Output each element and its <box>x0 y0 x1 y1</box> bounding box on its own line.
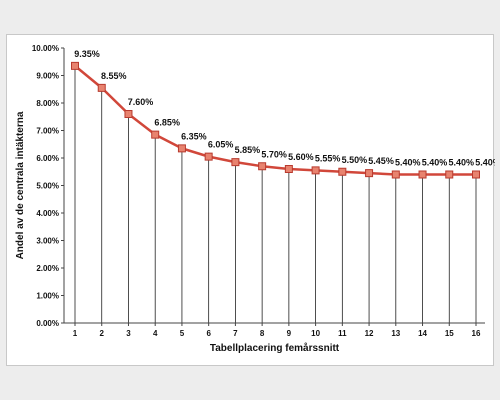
data-label: 8.55% <box>101 71 127 81</box>
data-point-marker <box>71 61 79 70</box>
data-label: 6.85% <box>154 118 180 128</box>
x-tick-label: 7 <box>233 329 238 338</box>
y-tick-label: 5.00% <box>36 182 59 191</box>
x-tick-label: 3 <box>126 329 131 338</box>
data-label: 5.45% <box>368 156 394 166</box>
x-tick-label: 12 <box>365 329 374 338</box>
y-tick-label: 0.00% <box>36 319 59 328</box>
data-label: 5.40% <box>395 158 421 168</box>
data-label: 9.35% <box>74 49 100 59</box>
data-label: 5.85% <box>235 145 261 155</box>
data-label: 5.40% <box>449 158 475 168</box>
x-tick-label: 2 <box>100 329 105 338</box>
series-line <box>74 64 476 176</box>
x-tick-label: 11 <box>338 329 347 338</box>
x-tick-label: 9 <box>287 329 292 338</box>
y-tick-label: 8.00% <box>36 99 59 108</box>
y-tick-label: 6.00% <box>36 154 59 163</box>
x-tick-label: 15 <box>445 329 454 338</box>
data-point-marker <box>97 83 106 92</box>
data-label: 6.05% <box>208 140 234 150</box>
x-tick-label: 8 <box>260 329 265 338</box>
data-point-marker <box>151 130 160 139</box>
data-point-marker <box>204 152 213 161</box>
data-point-marker <box>445 170 454 179</box>
y-tick-label: 9.00% <box>36 72 59 81</box>
data-point-marker <box>231 158 240 167</box>
data-label: 6.35% <box>181 131 207 141</box>
axes <box>63 48 485 324</box>
x-tick-label: 16 <box>472 329 481 338</box>
data-point-marker <box>391 170 400 179</box>
x-tick-label: 1 <box>73 329 78 338</box>
x-tick-label: 4 <box>153 329 158 338</box>
data-label: 5.50% <box>342 155 368 165</box>
y-axis-title: Andel av de centrala intäkterna <box>15 111 26 259</box>
data-point-marker <box>124 110 133 118</box>
chart-card: 0.00% 1.00% 2.00% 3.00% 4.00% 5.00% 6.00% 7.00%… <box>6 34 495 366</box>
y-tick-label: 1.00% <box>36 292 59 301</box>
data-point-marker <box>418 170 427 179</box>
x-tick-label: 13 <box>391 329 400 338</box>
y-tick-label: 4.00% <box>36 209 59 218</box>
x-axis-title: Tabellplacering femårssnitt <box>210 342 340 354</box>
data-label: 5.55% <box>315 153 341 163</box>
x-tick-label: 14 <box>418 329 427 338</box>
data-label: 5.40% <box>475 158 495 168</box>
data-label: 5.60% <box>288 152 314 162</box>
data-label: 5.70% <box>261 149 287 159</box>
x-axis-ticks: 1 2 3 4 5 6 7 8 9 10 11 12 13 14 15 16 <box>73 323 481 338</box>
series-polyline <box>74 64 476 176</box>
data-point-marker <box>284 165 293 173</box>
data-point-marker <box>338 167 347 176</box>
y-tick-label: 7.00% <box>36 127 59 136</box>
y-tick-label: 2.00% <box>36 264 59 273</box>
drop-lines <box>74 65 477 323</box>
line-chart: 0.00% 1.00% 2.00% 3.00% 4.00% 5.00% 6.00% 7.00%… <box>15 44 495 354</box>
data-markers <box>71 61 480 179</box>
x-tick-label: 6 <box>206 329 211 338</box>
data-labels: 9.35% 8.55% 7.60% 6.85%6.35%6.05%5.85% 5.70%… <box>74 49 495 168</box>
data-point-marker <box>258 162 267 171</box>
data-label: 5.40% <box>422 158 448 168</box>
y-tick-label: 10.00% <box>32 44 59 53</box>
data-label: 7.60% <box>128 97 154 107</box>
data-point-marker <box>365 169 374 178</box>
x-tick-label: 5 <box>180 329 185 338</box>
data-point-marker <box>311 166 320 175</box>
y-axis-ticks: 0.00% 1.00% 2.00% 3.00% 4.00% 5.00% 6.00% 7.00%… <box>32 44 64 328</box>
data-point-marker <box>177 144 186 153</box>
data-point-marker <box>472 170 480 179</box>
y-tick-label: 3.00% <box>36 237 59 246</box>
x-tick-label: 10 <box>311 329 320 338</box>
